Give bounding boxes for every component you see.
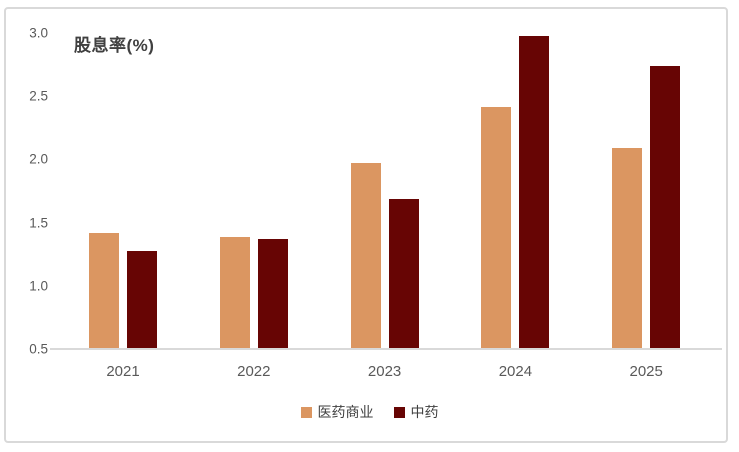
legend-item-series1: 医药商业: [300, 402, 374, 422]
bar-series2-2022: [257, 239, 288, 348]
legend-swatch-icon: [300, 406, 312, 418]
legend-label: 中药: [410, 404, 439, 420]
x-tick-label: 2024: [498, 363, 533, 380]
legend-label: 医药商业: [317, 404, 374, 420]
y-tick-label: 2.5: [29, 88, 48, 104]
y-tick-label: 1.5: [29, 215, 48, 231]
x-tick-label: 2025: [629, 363, 663, 380]
legend-swatch-icon: [393, 406, 405, 418]
x-tick-label: 2022: [237, 363, 271, 380]
bar-series1-2022: [219, 237, 250, 348]
legend-item-series2: 中药: [393, 402, 439, 422]
bar-series2-2025: [650, 66, 681, 348]
y-tick-label: 1.0: [29, 278, 48, 294]
x-tick-label: 2023: [367, 363, 402, 380]
y-tick-label: 2.0: [29, 151, 48, 167]
bar-series2-2021: [127, 251, 157, 348]
bar-series2-2023: [388, 199, 419, 348]
x-axis-line: [50, 348, 722, 350]
bar-series1-2025: [612, 148, 643, 348]
x-tick-label: 2021: [106, 363, 140, 380]
bar-series1-2023: [350, 163, 381, 348]
bar-series1-2021: [89, 233, 119, 348]
y-tick-label: 0.5: [29, 341, 48, 357]
bar-series1-2024: [481, 107, 512, 348]
bar-series2-2024: [519, 36, 550, 348]
legend: 医药商业 中药: [0, 402, 739, 422]
chart-title: 股息率(%): [74, 36, 155, 55]
y-tick-label: 3.0: [29, 25, 48, 41]
